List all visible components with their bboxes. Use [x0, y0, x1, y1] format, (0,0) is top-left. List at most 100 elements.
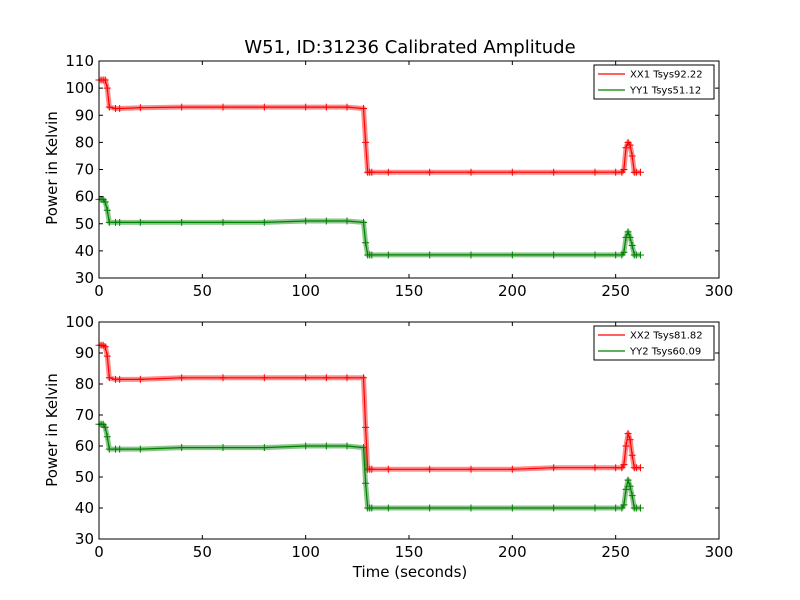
data-point [116, 104, 124, 112]
data-point [384, 251, 392, 259]
data-point [136, 104, 144, 112]
data-point [368, 251, 376, 259]
data-point [360, 444, 368, 452]
x-tick-label: 100 [291, 543, 320, 561]
data-point [105, 103, 113, 111]
data-point [626, 141, 634, 149]
data-point [101, 76, 109, 84]
x-tick-label: 50 [193, 543, 212, 561]
data-point [508, 168, 516, 176]
series-yy2 [95, 420, 644, 512]
data-point [612, 251, 620, 259]
y-tick-label: 70 [75, 406, 94, 424]
legend-label-yy2: YY2 Tsys60.09 [629, 347, 701, 358]
y-tick-label: 60 [75, 188, 94, 206]
data-point [620, 248, 628, 256]
data-point [628, 492, 636, 500]
data-point [628, 241, 636, 249]
y-tick-label: 100 [65, 79, 94, 97]
y-tick-label: 60 [75, 437, 94, 455]
data-point [624, 228, 632, 236]
data-point [105, 445, 113, 453]
legend-label-xx1: XX1 Tsys92.22 [630, 70, 703, 81]
data-point [467, 504, 475, 512]
data-point [360, 218, 368, 226]
data-point [467, 465, 475, 473]
data-point [322, 442, 330, 450]
data-point [620, 166, 628, 173]
data-point [426, 168, 434, 176]
data-point [105, 218, 113, 226]
data-point [103, 352, 111, 360]
bottom-chart-x-axis-label: Time (seconds) [352, 563, 468, 581]
data-point [103, 433, 111, 441]
data-point [612, 168, 620, 176]
data-point [624, 476, 632, 484]
data-point [368, 504, 376, 512]
data-point [360, 374, 368, 382]
x-tick-label: 200 [498, 282, 527, 300]
data-point [178, 103, 186, 111]
bottom-chart-legend-box [593, 325, 715, 361]
data-point [426, 504, 434, 512]
data-point [101, 198, 109, 206]
data-point [591, 251, 599, 259]
data-point [368, 168, 376, 176]
data-point [343, 374, 351, 382]
data-point [260, 374, 268, 382]
data-point [591, 504, 599, 512]
bottom-chart-y-axis-label: Power in Kelvin [43, 373, 61, 487]
x-tick-label: 0 [94, 282, 104, 300]
data-point [612, 464, 620, 472]
data-point [260, 444, 268, 452]
data-point [591, 168, 599, 176]
data-point [178, 374, 186, 382]
data-point [178, 444, 186, 452]
data-point [550, 464, 558, 472]
data-point [343, 103, 351, 111]
x-tick-label: 300 [705, 282, 734, 300]
data-point [620, 461, 628, 469]
x-tick-label: 300 [705, 543, 734, 561]
data-point [322, 217, 330, 225]
data-point [628, 152, 636, 160]
y-tick-label: 100 [65, 313, 94, 331]
data-point [362, 479, 370, 487]
data-point [116, 445, 124, 453]
data-point [219, 374, 227, 382]
y-tick-label: 40 [75, 242, 94, 260]
y-tick-label: 40 [75, 499, 94, 517]
top-chart-plot-area: 0 50 100 150 200 250 300 30 40 50 60 70 80 90 100 110 [65, 52, 733, 300]
data-point [116, 375, 124, 383]
data-point [219, 103, 227, 111]
data-point [626, 482, 634, 490]
data-point [136, 375, 144, 383]
data-point [219, 444, 227, 452]
data-point [508, 504, 516, 512]
data-point [302, 217, 310, 225]
top-chart: W51, ID:31236 Calibrated Amplitude Power… [43, 37, 733, 300]
y-tick-label: 80 [75, 375, 94, 393]
data-point [136, 218, 144, 226]
legend-label-xx2: XX2 Tsys81.82 [630, 331, 703, 342]
y-tick-label: 30 [75, 530, 94, 548]
data-point [101, 343, 109, 351]
series-yy1 [95, 195, 644, 259]
data-point [178, 218, 186, 226]
y-tick-label: 80 [75, 133, 94, 151]
data-point [508, 251, 516, 259]
data-point [322, 103, 330, 111]
data-point [136, 445, 144, 453]
y-tick-label: 50 [75, 468, 94, 486]
data-point [467, 251, 475, 259]
data-point [636, 504, 644, 512]
data-point [302, 374, 310, 382]
data-point [260, 103, 268, 111]
x-tick-label: 100 [291, 282, 320, 300]
top-chart-title: W51, ID:31236 Calibrated Amplitude [244, 37, 575, 58]
data-point [622, 144, 630, 152]
bottom-chart-legend: XX2 Tsys81.82 YY2 Tsys60.09 [593, 325, 715, 361]
data-point [626, 233, 634, 241]
